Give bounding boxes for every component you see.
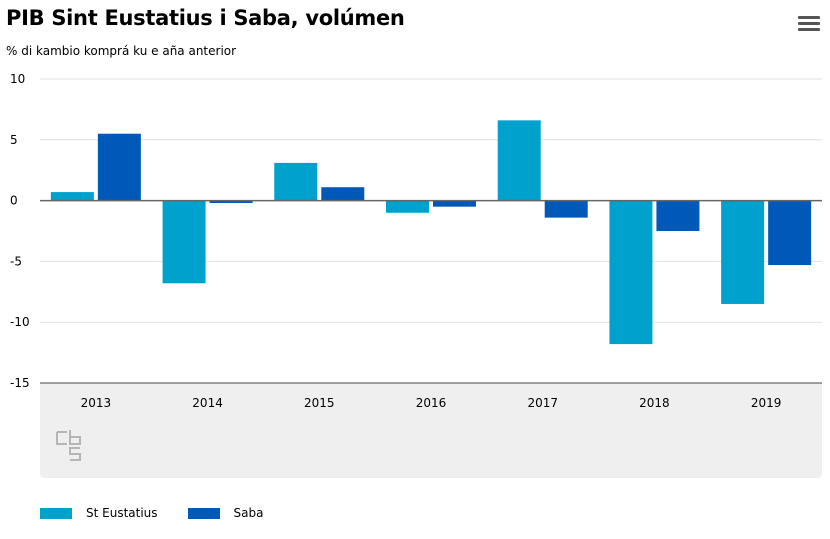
bar-saba-2013	[97, 133, 141, 201]
legend-label-saba: Saba	[233, 506, 264, 520]
bar-saba-2016	[433, 200, 476, 207]
legend: St Eustatius Saba	[40, 506, 293, 520]
x-tick-label: 2018	[639, 396, 670, 410]
bar-saba-2018	[656, 200, 700, 231]
legend-swatch-saba	[187, 507, 220, 519]
bar-saba-2019	[768, 200, 812, 266]
bar-saba-2017	[544, 200, 588, 218]
legend-item-saba[interactable]: Saba	[187, 506, 264, 520]
legend-label-st-eustatius: St Eustatius	[86, 506, 158, 520]
legend-swatch-st-eustatius	[40, 507, 72, 519]
x-tick-label: 2016	[416, 396, 447, 410]
bar-st-eustatius-2014	[162, 200, 206, 284]
x-axis-band	[40, 383, 822, 478]
bar-saba-2014	[209, 200, 253, 204]
chart-subtitle: % di kambio komprá ku e aña anterior	[6, 44, 237, 58]
y-tick-label: 0	[10, 194, 18, 208]
y-tick-label: -10	[10, 315, 30, 329]
bar-st-eustatius-2016	[386, 200, 429, 213]
hamburger-menu-icon[interactable]	[798, 16, 820, 34]
x-tick-label: 2014	[192, 396, 223, 410]
bar-st-eustatius-2013	[50, 192, 94, 201]
x-axis-band-top	[40, 383, 822, 389]
y-tick-label: 10	[10, 72, 25, 86]
x-tick-label: 2017	[527, 396, 558, 410]
x-tick-label: 2019	[751, 396, 782, 410]
bar-st-eustatius-2017	[497, 120, 541, 201]
x-tick-label: 2015	[304, 396, 335, 410]
bar-st-eustatius-2015	[274, 162, 318, 201]
y-tick-label: 5	[10, 133, 18, 147]
bar-st-eustatius-2019	[721, 200, 765, 304]
y-tick-label: -5	[10, 254, 22, 268]
legend-item-st-eustatius[interactable]: St Eustatius	[40, 506, 158, 520]
cbs-logo-icon	[56, 430, 81, 461]
x-tick-label: 2013	[81, 396, 112, 410]
y-tick-label: -15	[10, 376, 30, 390]
bar-st-eustatius-2018	[609, 200, 653, 345]
bar-saba-2015	[321, 187, 365, 201]
chart-title: PIB Sint Eustatius i Saba, volúmen	[6, 6, 405, 30]
